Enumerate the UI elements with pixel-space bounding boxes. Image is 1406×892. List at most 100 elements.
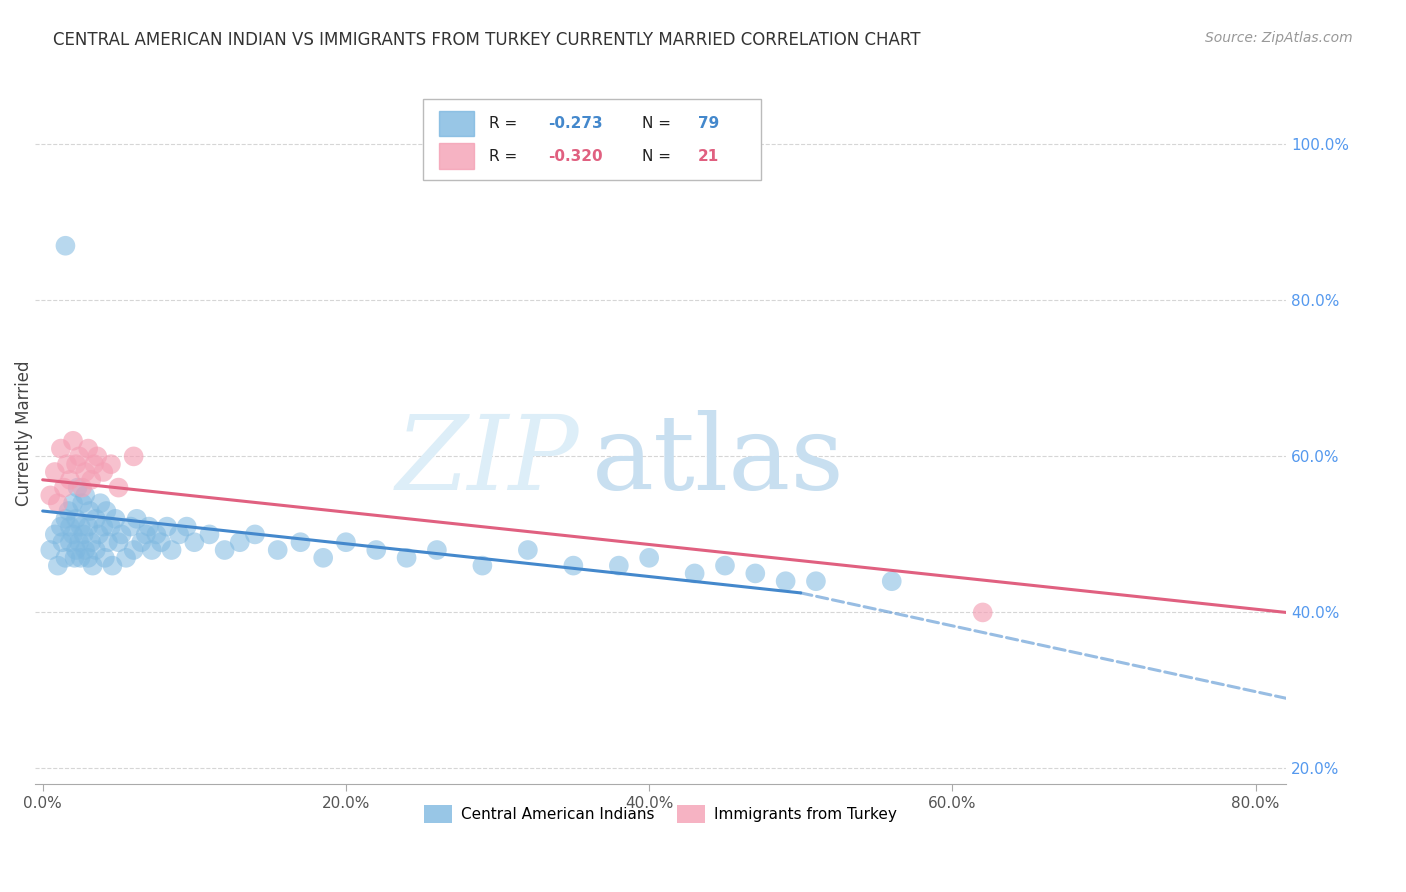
- Text: CENTRAL AMERICAN INDIAN VS IMMIGRANTS FROM TURKEY CURRENTLY MARRIED CORRELATION : CENTRAL AMERICAN INDIAN VS IMMIGRANTS FR…: [53, 31, 921, 49]
- Point: [607, 558, 630, 573]
- Point: [82, 558, 104, 573]
- Point: [104, 512, 127, 526]
- Point: [94, 550, 117, 565]
- Point: [39, 543, 62, 558]
- Point: [101, 558, 124, 573]
- Point: [58, 504, 80, 518]
- Point: [176, 519, 198, 533]
- Point: [87, 527, 110, 541]
- Text: ZIP: ZIP: [395, 410, 579, 512]
- Point: [183, 535, 205, 549]
- Point: [100, 519, 122, 533]
- Point: [55, 550, 77, 565]
- Point: [214, 543, 236, 558]
- Point: [70, 496, 93, 510]
- Point: [66, 481, 89, 495]
- Point: [44, 465, 66, 479]
- Point: [714, 558, 737, 573]
- Point: [46, 496, 69, 510]
- Point: [562, 558, 585, 573]
- Point: [135, 527, 157, 541]
- Point: [67, 535, 90, 549]
- Point: [290, 535, 312, 549]
- Legend: Central American Indians, Immigrants from Turkey: Central American Indians, Immigrants fro…: [418, 799, 903, 829]
- Point: [56, 457, 79, 471]
- Point: [91, 465, 114, 479]
- Point: [115, 550, 138, 565]
- Point: [683, 566, 706, 581]
- Text: atlas: atlas: [592, 410, 845, 512]
- Point: [65, 457, 87, 471]
- Point: [100, 457, 122, 471]
- Point: [129, 535, 152, 549]
- Point: [312, 550, 335, 565]
- Point: [75, 543, 97, 558]
- Point: [110, 527, 132, 541]
- Point: [149, 535, 172, 549]
- Point: [335, 535, 357, 549]
- Point: [243, 527, 266, 541]
- Point: [44, 527, 66, 541]
- Point: [51, 535, 73, 549]
- Point: [160, 543, 183, 558]
- Point: [880, 574, 903, 589]
- Text: 79: 79: [697, 116, 720, 131]
- Y-axis label: Currently Married: Currently Married: [15, 360, 32, 506]
- Point: [83, 457, 105, 471]
- Point: [55, 512, 77, 526]
- Point: [107, 481, 129, 495]
- Point: [46, 558, 69, 573]
- Bar: [439, 144, 474, 169]
- Point: [138, 519, 160, 533]
- Point: [122, 543, 145, 558]
- Point: [52, 481, 75, 495]
- Point: [471, 558, 494, 573]
- Text: N =: N =: [641, 116, 676, 131]
- Point: [65, 512, 87, 526]
- Text: 21: 21: [697, 149, 720, 163]
- Point: [167, 527, 190, 541]
- Text: Source: ZipAtlas.com: Source: ZipAtlas.com: [1205, 31, 1353, 45]
- Bar: [439, 111, 474, 136]
- Point: [125, 512, 148, 526]
- Point: [86, 450, 108, 464]
- Text: -0.273: -0.273: [548, 116, 603, 131]
- Text: R =: R =: [489, 116, 522, 131]
- Point: [65, 543, 87, 558]
- Text: R =: R =: [489, 149, 522, 163]
- Point: [229, 535, 252, 549]
- Point: [49, 519, 72, 533]
- FancyBboxPatch shape: [423, 99, 761, 180]
- Point: [80, 535, 103, 549]
- Point: [79, 504, 101, 518]
- Point: [49, 442, 72, 456]
- Point: [77, 442, 100, 456]
- Point: [91, 519, 114, 533]
- Point: [62, 434, 84, 448]
- Point: [972, 606, 994, 620]
- Point: [39, 488, 62, 502]
- Point: [516, 543, 538, 558]
- Point: [89, 496, 111, 510]
- Point: [69, 519, 91, 533]
- Point: [77, 519, 100, 533]
- Point: [75, 465, 97, 479]
- Point: [62, 496, 84, 510]
- Point: [63, 550, 86, 565]
- Point: [59, 473, 82, 487]
- Point: [59, 535, 82, 549]
- Point: [366, 543, 388, 558]
- Point: [96, 504, 118, 518]
- Point: [77, 550, 100, 565]
- Point: [156, 519, 179, 533]
- Point: [804, 574, 827, 589]
- Point: [84, 543, 107, 558]
- Point: [97, 535, 120, 549]
- Point: [62, 527, 84, 541]
- Point: [141, 543, 163, 558]
- Text: -0.320: -0.320: [548, 149, 603, 163]
- Point: [84, 512, 107, 526]
- Point: [744, 566, 766, 581]
- Point: [67, 450, 90, 464]
- Point: [107, 535, 129, 549]
